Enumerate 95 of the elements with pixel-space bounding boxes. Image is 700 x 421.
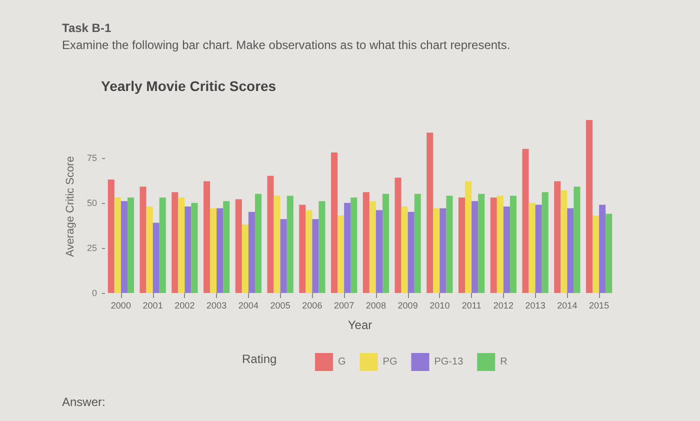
- x-tick-label: 2006: [302, 300, 322, 310]
- bar: [440, 208, 446, 293]
- bar: [414, 194, 421, 293]
- bar: [235, 199, 242, 293]
- x-tick-label: 2015: [589, 300, 610, 310]
- x-tick-label: 2008: [366, 300, 386, 310]
- bar: [159, 197, 166, 293]
- text: Answer:: [62, 395, 106, 409]
- bar: [528, 202, 536, 293]
- x-tick-label: 2004: [238, 300, 258, 310]
- bar: [369, 201, 376, 293]
- bar: [210, 208, 217, 293]
- bar: [554, 181, 561, 293]
- bar: [114, 197, 121, 293]
- bar: [216, 208, 224, 293]
- bar: [267, 176, 274, 293]
- bar: [599, 204, 606, 293]
- x-tick-label: 2001: [142, 300, 163, 310]
- bar: [344, 202, 351, 293]
- bar: [458, 197, 466, 293]
- legend-title: Rating: [242, 352, 277, 366]
- y-tick-label: 75: [86, 152, 97, 163]
- bar: [433, 208, 440, 293]
- bar: [394, 178, 402, 293]
- bar: [350, 197, 358, 293]
- bar: [586, 120, 593, 293]
- bar: [108, 179, 114, 293]
- x-tick-label: 2002: [174, 300, 195, 310]
- x-tick-label: 2010: [430, 300, 450, 310]
- bar: [376, 210, 382, 293]
- bar: [606, 214, 612, 293]
- x-tick-label: 2011: [462, 300, 482, 310]
- bar: [503, 206, 510, 293]
- bar: [203, 181, 210, 293]
- bar: [542, 192, 548, 293]
- legend-label: PG-13: [434, 356, 464, 368]
- bar: [465, 181, 472, 293]
- bar: [496, 196, 504, 293]
- bar: [299, 204, 306, 293]
- text: Examine the following bar chart. Make observations as to what this chart represents.: [62, 38, 510, 52]
- bar: [338, 216, 344, 293]
- bar: [535, 204, 542, 293]
- x-tick-label: 2014: [557, 300, 578, 310]
- bar: [152, 222, 160, 293]
- bar: [127, 197, 134, 293]
- bar: [574, 186, 580, 293]
- bar: [426, 132, 434, 293]
- legend-label: R: [500, 356, 508, 368]
- bar: [191, 202, 198, 293]
- bar: [592, 216, 600, 293]
- bar: [172, 192, 178, 293]
- bar: [478, 194, 485, 293]
- x-tick-label: 2013: [525, 300, 546, 310]
- bar: [274, 196, 280, 293]
- bar: [560, 190, 568, 293]
- bar: [140, 186, 146, 293]
- bar: [286, 196, 294, 293]
- y-tick-label: 0: [92, 288, 97, 298]
- bar: [362, 192, 370, 293]
- bar: [280, 219, 287, 293]
- x-tick-label: 2003: [206, 300, 227, 310]
- y-axis-title: Average Critic Score: [64, 156, 77, 257]
- bar: [306, 210, 312, 293]
- bar: [248, 212, 255, 293]
- bar: [567, 208, 574, 293]
- chart-title: Yearly Movie Critic Scores: [101, 78, 276, 94]
- bar: [178, 197, 185, 293]
- bar: [490, 197, 497, 293]
- bar: [242, 224, 248, 293]
- x-tick-label: 2012: [493, 300, 514, 310]
- bar: [446, 196, 453, 293]
- y-tick-label: 50: [86, 198, 97, 208]
- bar: [401, 206, 408, 293]
- x-tick-label: 2005: [270, 300, 290, 310]
- text: Task B-1: [62, 21, 112, 35]
- legend-label: PG: [382, 356, 398, 368]
- x-tick-label: 2009: [398, 300, 418, 310]
- bar: [510, 196, 517, 293]
- bar: [120, 201, 128, 293]
- bar: [223, 201, 230, 293]
- legend-label: G: [338, 356, 346, 368]
- y-tick-label: 25: [86, 242, 97, 253]
- bar: [312, 219, 319, 293]
- bar: [146, 206, 153, 293]
- x-tick-label: 2007: [334, 300, 354, 310]
- bar: [408, 212, 414, 293]
- bar: [382, 194, 390, 293]
- x-tick-label: 2000: [110, 300, 131, 310]
- bar: [330, 152, 338, 293]
- x-axis-title: Year: [348, 318, 372, 332]
- bar: [472, 201, 478, 293]
- bar: [254, 194, 262, 293]
- bar: [318, 201, 326, 293]
- bar: [522, 148, 529, 293]
- bar: [184, 206, 192, 293]
